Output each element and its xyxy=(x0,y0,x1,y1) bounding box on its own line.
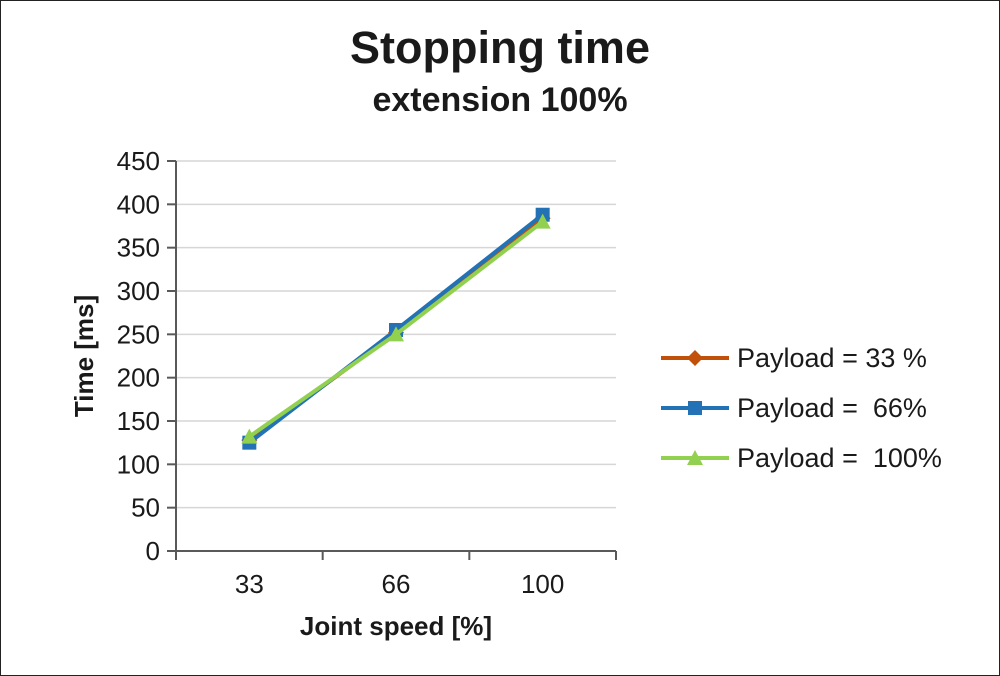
legend: Payload = 33 % Payload = 66% Payload = 100… xyxy=(659,337,942,479)
y-tick-label: 400 xyxy=(117,189,160,219)
x-tick-label: 33 xyxy=(235,569,264,599)
y-tick-label: 50 xyxy=(131,493,160,523)
legend-key-icon xyxy=(661,401,729,415)
legend-key-icon xyxy=(661,450,729,465)
legend-item: Payload = 100% xyxy=(659,437,942,479)
legend-key-icon xyxy=(661,350,729,366)
x-tick-label: 100 xyxy=(521,569,564,599)
y-tick-label: 100 xyxy=(117,449,160,479)
y-tick-label: 250 xyxy=(117,319,160,349)
chart-subtitle: extension 100% xyxy=(372,81,628,119)
y-tick-label: 300 xyxy=(117,276,160,306)
y-tick-label: 450 xyxy=(117,146,160,176)
x-tick-label: 66 xyxy=(382,569,411,599)
legend-label: Payload = 100% xyxy=(737,442,942,473)
triangle-marker-icon xyxy=(534,213,551,229)
legend-item: Payload = 66% xyxy=(659,387,942,429)
triangle-marker-icon xyxy=(687,450,703,465)
diamond-marker-icon xyxy=(687,350,703,366)
y-axis-title: Time [ms] xyxy=(69,295,99,417)
y-tick-label: 0 xyxy=(146,536,160,566)
y-tick-label: 150 xyxy=(117,406,160,436)
chart-title: Stopping time xyxy=(350,22,650,73)
y-tick-label: 200 xyxy=(117,363,160,393)
triangle-marker-icon xyxy=(388,326,404,342)
plot-dynamic: 0 50 100 150 200 250 300 350 400 450 33 66 100 xyxy=(117,146,617,599)
legend-item: Payload = 33 % xyxy=(659,337,942,379)
triangle-marker-icon xyxy=(241,428,258,444)
x-axis-title: Joint speed [%] xyxy=(300,611,492,641)
legend-label: Payload = 33 % xyxy=(737,342,927,373)
square-marker-icon xyxy=(688,401,702,415)
y-tick-label: 350 xyxy=(117,233,160,263)
legend-label: Payload = 66% xyxy=(737,392,927,423)
